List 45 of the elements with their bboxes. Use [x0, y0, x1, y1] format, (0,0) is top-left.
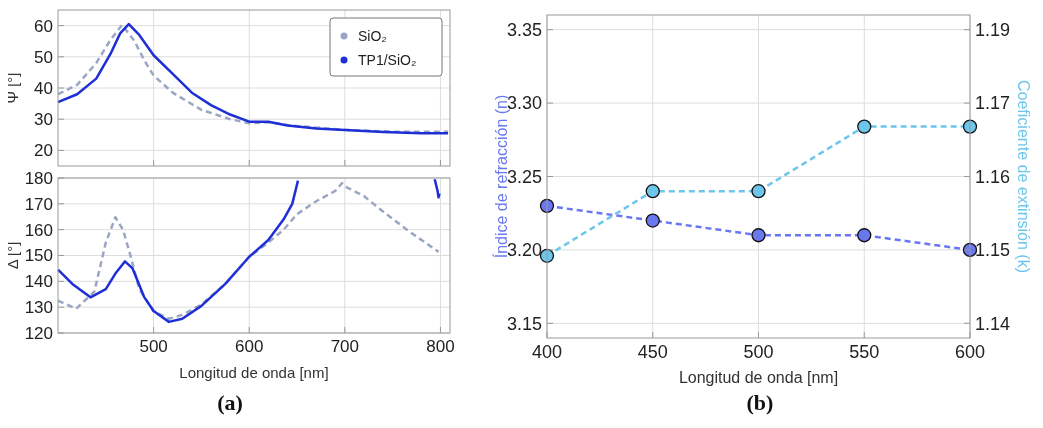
y-tick-label: 160 — [24, 220, 53, 240]
y-tick-label: 150 — [24, 246, 53, 266]
legend-label: SiO₂ — [358, 27, 387, 44]
y-tick-label: 3.15 — [506, 313, 542, 334]
point — [751, 228, 766, 243]
point — [857, 228, 872, 243]
legend-label: TP1/SiO₂ — [358, 51, 417, 68]
y-tick-label: 30 — [34, 110, 53, 130]
point — [645, 184, 660, 199]
y-tick-label: 180 — [24, 168, 53, 188]
y-tick-label: 3.35 — [506, 19, 542, 40]
text: (a) — [217, 390, 243, 415]
y2-tick-label: 1.16 — [975, 166, 1011, 187]
y-tick-label: 130 — [24, 298, 53, 318]
point — [751, 184, 766, 199]
x-axis-title: Longitud de onda [nm] — [179, 364, 329, 381]
x-axis-title: Longitud de onda [nm] — [678, 369, 839, 386]
y-axis-title: Ψ [°] — [4, 72, 21, 104]
x-tick-label: 500 — [139, 337, 168, 356]
y-tick-label: 140 — [24, 272, 53, 292]
x-tick-label: 400 — [531, 342, 563, 362]
x-tick-label: 600 — [235, 337, 264, 356]
x-tick-label: 450 — [637, 342, 668, 362]
text: (b) — [746, 390, 774, 415]
y-tick-label: 3.25 — [506, 166, 542, 187]
y-tick-label: 40 — [34, 78, 53, 98]
point — [857, 119, 872, 134]
x-tick-label: 700 — [330, 337, 360, 356]
y2-tick-label: 1.15 — [975, 240, 1011, 261]
x-tick-label: 500 — [743, 342, 774, 362]
y2-tick-label: 1.14 — [975, 313, 1011, 334]
y-tick-label: 170 — [24, 194, 53, 214]
y-tick-label: 60 — [34, 16, 53, 36]
y-axis-title: Δ [°] — [4, 241, 21, 270]
y-tick-label: 20 — [34, 141, 53, 161]
y2-axis-title: Coeficiente de extinsión (k) — [1015, 80, 1032, 273]
y2-tick-label: 1.19 — [975, 19, 1011, 40]
y-tick-label: 3.20 — [506, 240, 542, 261]
y2-tick-label: 1.17 — [975, 93, 1011, 114]
y-tick-label: 120 — [24, 323, 53, 343]
x-tick-label: 600 — [954, 342, 986, 362]
point — [645, 213, 660, 228]
x-tick-label: 800 — [426, 337, 455, 356]
y-tick-label: 50 — [34, 47, 53, 67]
x-tick-label: 550 — [849, 342, 880, 362]
